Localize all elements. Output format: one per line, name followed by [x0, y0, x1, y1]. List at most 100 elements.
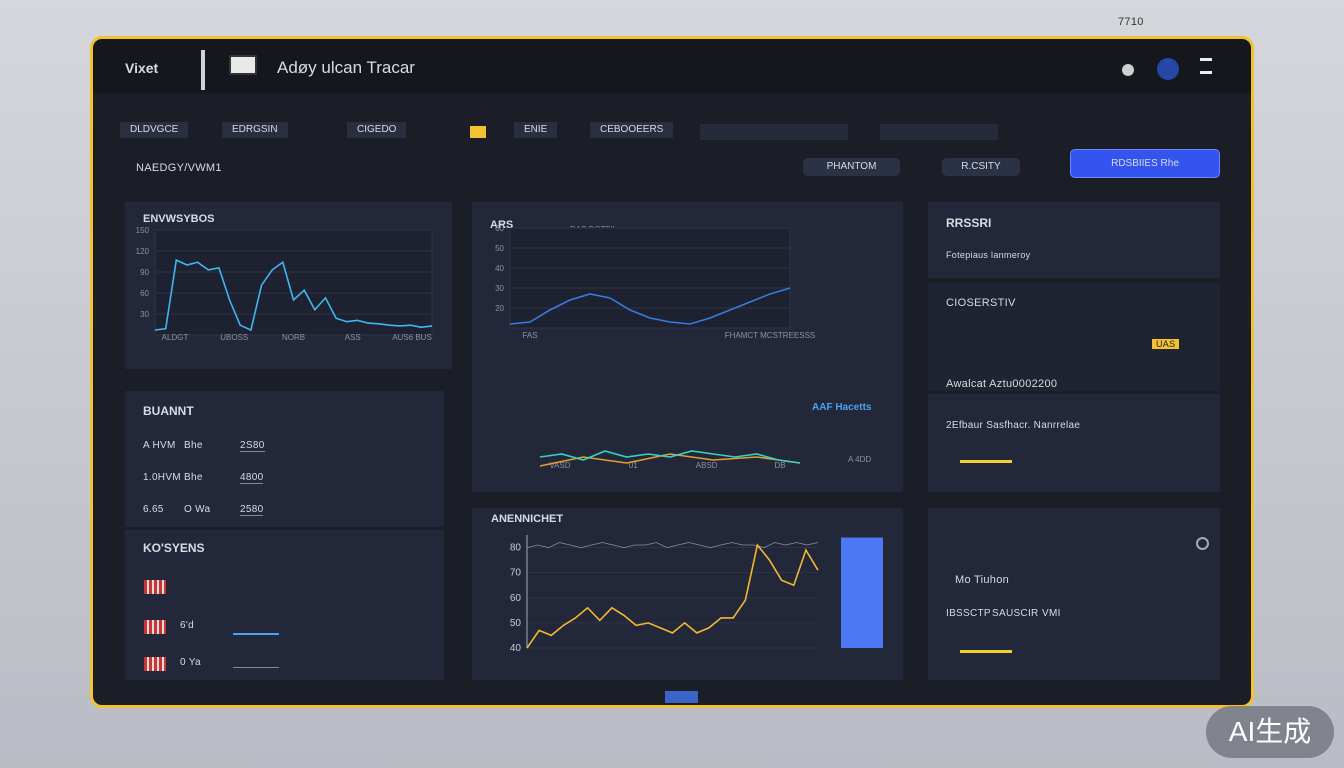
row-text: SAUSCIR	[992, 608, 1039, 619]
scroll-indicator[interactable]	[665, 691, 698, 703]
line	[509, 287, 791, 325]
icon	[144, 580, 166, 594]
logo	[229, 55, 257, 75]
icon	[1196, 537, 1209, 550]
icon[interactable]	[1122, 64, 1134, 76]
icon	[144, 620, 166, 634]
x-tick-label: UBOSS	[220, 333, 248, 342]
row-text: Bhe	[184, 440, 203, 451]
toolbar-label: NAEDGY/VWM1	[136, 162, 222, 174]
row-text: IBSSCTP	[946, 608, 991, 619]
divider	[201, 50, 205, 90]
tab[interactable]: CIGEDO	[347, 122, 407, 138]
line	[539, 453, 801, 467]
panel-title: BUANNT	[143, 404, 194, 418]
bar	[841, 537, 883, 648]
input[interactable]	[700, 124, 848, 140]
row-text: 2Efbaur Sasfhacr. Nanrrelae	[946, 420, 1081, 431]
badge: UAS	[1152, 339, 1180, 349]
y-tick-label: 80	[510, 543, 522, 554]
panel-title: KO'SYENS	[143, 541, 205, 555]
line	[154, 258, 433, 332]
y-tick-label: 40	[510, 643, 522, 654]
list-panel	[125, 391, 444, 527]
row-text: Bhe	[184, 472, 203, 483]
tab[interactable]: EDRGSIN	[222, 122, 288, 138]
icon	[144, 657, 166, 671]
x-tick-label: AUS6 BUS	[392, 333, 432, 342]
y-tick-label: 60	[510, 593, 522, 604]
x-tick-label: NORB	[282, 333, 305, 342]
corner-label: 7710	[1118, 16, 1144, 28]
y-tick-label: 40	[495, 264, 504, 273]
y-tick-label: 50	[495, 244, 504, 253]
avatar[interactable]	[1157, 58, 1179, 80]
progress	[960, 650, 1012, 653]
info-panel	[928, 394, 1220, 492]
progress	[960, 460, 1012, 463]
y-tick-label: 30	[140, 310, 149, 319]
row-text: 0 Ya	[180, 657, 201, 668]
button[interactable]: PHANTOM	[803, 158, 900, 176]
y-tick-label: 90	[140, 268, 149, 277]
line	[526, 543, 819, 649]
y-tick-label: 30	[495, 284, 504, 293]
row-text: A HVM	[143, 440, 176, 451]
x-tick-label: ALDGT	[162, 333, 189, 342]
list-panel	[125, 530, 444, 680]
row-text: 6.65	[143, 504, 164, 515]
line	[526, 542, 819, 549]
row-text: 2580	[240, 504, 264, 516]
label: CIOSERSTIV	[946, 297, 1016, 309]
chart-title: ARS	[490, 219, 513, 231]
app-title: Adøy ulcan Tracar	[277, 58, 415, 77]
progress	[233, 667, 279, 668]
x-tick-label: FHAMCT MCSTREESSS	[725, 331, 816, 340]
row-text: 1.0HVM	[143, 472, 181, 483]
button[interactable]: R.CSITY	[942, 158, 1020, 176]
x-tick-label: ASS	[345, 333, 361, 342]
x-tick-label: DB	[774, 461, 785, 470]
row-text: VMI	[1042, 608, 1061, 619]
line	[539, 450, 801, 464]
plot-area	[154, 229, 433, 336]
chart-title: ENVWSYBOS	[143, 213, 215, 225]
chart-title: AAF Hacetts	[812, 402, 872, 413]
tab[interactable]: ENIE	[514, 122, 558, 138]
x-tick-label: VASD	[549, 461, 570, 470]
chart-title: ANENNICHET	[491, 513, 563, 525]
chart-panel	[472, 508, 903, 680]
row-text: 6'd	[180, 620, 194, 631]
info-panel	[928, 202, 1220, 278]
x-tick-label: ABSD	[696, 461, 718, 470]
subtitle: Fotepiaus lanmeroy	[946, 250, 1031, 260]
plot-area	[509, 227, 791, 329]
input[interactable]	[880, 124, 998, 140]
caption: Awalcat Aztu0002200	[946, 378, 1058, 390]
progress	[233, 633, 279, 635]
header	[93, 39, 1251, 93]
icon	[470, 126, 486, 138]
y-tick-label: 150	[136, 226, 150, 235]
info-panel	[928, 283, 1220, 391]
primary-button[interactable]: RDSBIIES Rhe	[1070, 149, 1220, 178]
panel-title: Mo Tiuhon	[955, 574, 1010, 586]
y-tick-label: 50	[510, 618, 522, 629]
watermark: AI生成	[1206, 706, 1334, 758]
y-tick-label: 120	[136, 247, 150, 256]
tab[interactable]: DLDVGCE	[120, 122, 189, 138]
x-tick-label: FAS	[522, 331, 537, 340]
y-tick-label: 20	[495, 304, 504, 313]
row-text: O Wa	[184, 504, 211, 515]
row-text: 4800	[240, 472, 264, 484]
y-tick-label: 60	[140, 289, 149, 298]
chart-subtitle: A 4DD	[848, 455, 871, 464]
brand: Vixet	[125, 60, 159, 76]
row-text: 2S80	[240, 440, 265, 452]
y-tick-label: 70	[510, 568, 522, 579]
tab[interactable]: CEBOOEERS	[590, 122, 674, 138]
menu[interactable]	[1200, 58, 1212, 74]
y-tick-label: 60	[495, 224, 504, 233]
